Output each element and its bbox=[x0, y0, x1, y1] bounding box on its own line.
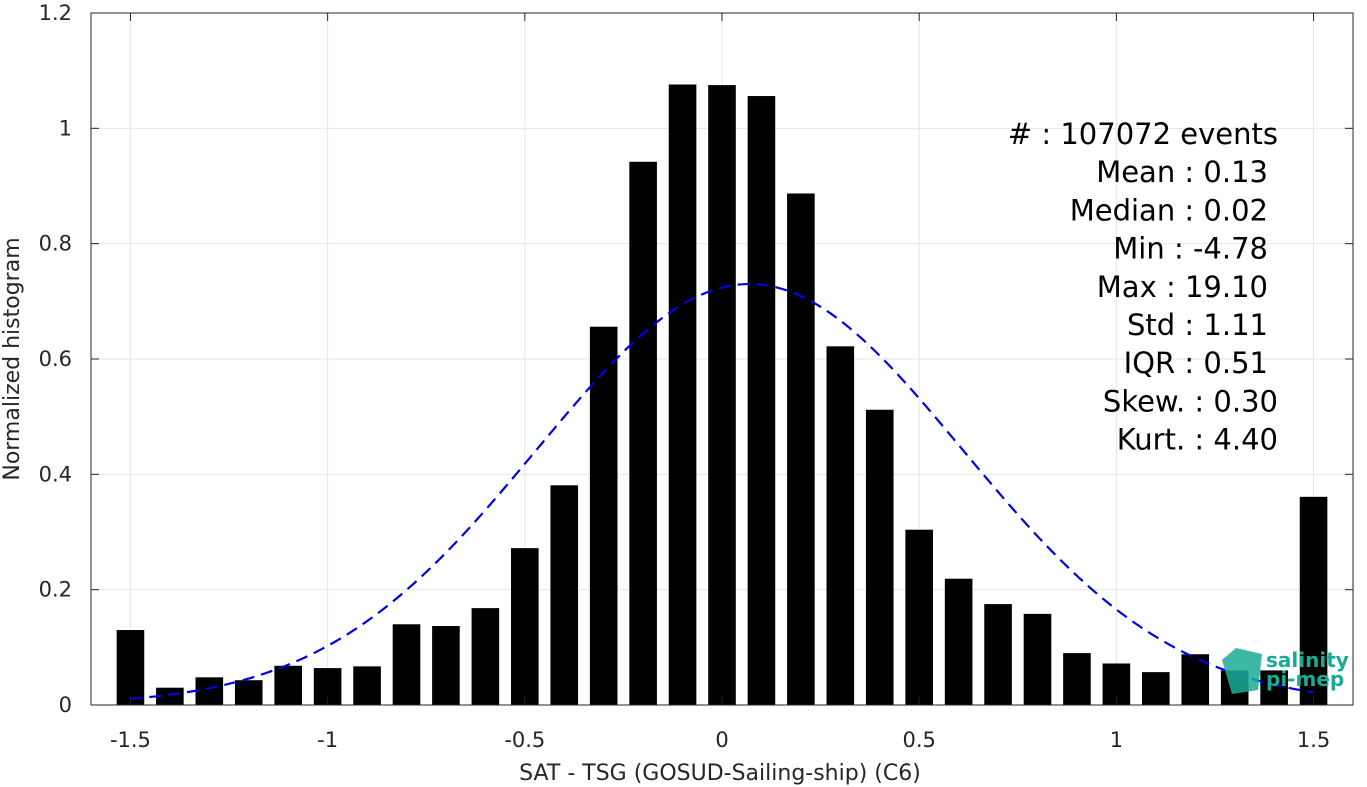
stat-line-4: Max : 19.10 bbox=[1097, 270, 1268, 304]
bar-2 bbox=[195, 677, 224, 705]
bar-21 bbox=[944, 578, 973, 705]
bar-20 bbox=[905, 529, 933, 705]
stat-value: 0.51 bbox=[1203, 346, 1268, 380]
salinity-pimep-logo: salinity pi-mep bbox=[1222, 648, 1349, 694]
stat-label: Mean bbox=[1096, 155, 1184, 189]
y-tick-label-3: 0.6 bbox=[39, 347, 72, 371]
stat-label: Max bbox=[1097, 270, 1166, 304]
x-tick-label-1: -1 bbox=[317, 728, 338, 752]
stat-value: -4.78 bbox=[1193, 232, 1268, 266]
stat-line-6: IQR : 0.51 bbox=[1124, 346, 1268, 380]
y-tick-label-0: 0 bbox=[59, 693, 72, 717]
bar-1 bbox=[156, 687, 184, 705]
bar-9 bbox=[471, 608, 500, 705]
bar-7 bbox=[392, 624, 421, 705]
bar-18 bbox=[826, 346, 855, 705]
bar-4 bbox=[274, 665, 302, 705]
stat-label: Min bbox=[1113, 232, 1174, 266]
y-tick-label-1: 0.2 bbox=[39, 578, 72, 602]
bar-15 bbox=[708, 85, 736, 706]
stat-label: Kurt. bbox=[1117, 423, 1195, 457]
stat-line-5: Std : 1.11 bbox=[1127, 308, 1268, 342]
stat-value: 0.02 bbox=[1203, 193, 1268, 227]
stat-separator: : bbox=[1166, 270, 1185, 304]
bar-22 bbox=[984, 604, 1012, 705]
x-axis-label: SAT - TSG (GOSUD-Sailing-ship) (C6) bbox=[519, 761, 921, 786]
stat-label: Skew. bbox=[1103, 384, 1195, 418]
bar-30 bbox=[1299, 496, 1328, 705]
logo-mark bbox=[1222, 648, 1262, 694]
x-tick-labels: -1.5 -1 -0.5 0 0.5 1 1.5 bbox=[110, 728, 1330, 752]
stat-label: # bbox=[1008, 117, 1042, 151]
stat-line-1: Mean : 0.13 bbox=[1096, 155, 1268, 189]
bar-10 bbox=[511, 548, 539, 705]
logo-line-1: salinity bbox=[1266, 648, 1349, 672]
stat-separator: : bbox=[1174, 232, 1193, 266]
stat-value: 1.11 bbox=[1203, 308, 1268, 342]
bar-0 bbox=[116, 630, 145, 705]
bar-16 bbox=[747, 96, 776, 706]
bar-26 bbox=[1142, 672, 1170, 705]
stat-value: 19.10 bbox=[1185, 270, 1268, 304]
bar-3 bbox=[234, 680, 263, 705]
y-axis-label: Normalized histogram bbox=[0, 237, 25, 480]
stat-separator: : bbox=[1194, 423, 1213, 457]
stat-value: 0.30 bbox=[1213, 384, 1278, 418]
y-tick-labels: 0 0.2 0.4 0.6 0.8 1 1.2 bbox=[39, 1, 72, 717]
bar-11 bbox=[550, 485, 579, 705]
x-tick-label-2: -0.5 bbox=[504, 728, 545, 752]
stat-line-7: Skew. : 0.30 bbox=[1103, 384, 1278, 418]
bar-12 bbox=[589, 326, 618, 705]
stat-label: IQR bbox=[1124, 346, 1185, 380]
bar-14 bbox=[668, 84, 697, 706]
bars bbox=[116, 84, 1328, 706]
stat-value: 107072 events bbox=[1060, 117, 1278, 151]
x-tick-label-5: 1 bbox=[1110, 728, 1123, 752]
bar-23 bbox=[1023, 613, 1052, 705]
bar-29 bbox=[1260, 670, 1288, 705]
bar-17 bbox=[787, 193, 815, 705]
stat-separator: : bbox=[1184, 193, 1203, 227]
y-tick-label-6: 1.2 bbox=[39, 1, 72, 25]
axis-ticks bbox=[91, 12, 1353, 706]
stat-separator: : bbox=[1184, 155, 1203, 189]
stat-line-8: Kurt. : 4.40 bbox=[1117, 423, 1278, 457]
x-tick-label-6: 1.5 bbox=[1297, 728, 1330, 752]
stat-value: 0.13 bbox=[1203, 155, 1268, 189]
stat-label: Std bbox=[1127, 308, 1184, 342]
bar-8 bbox=[432, 625, 460, 705]
stat-separator: : bbox=[1184, 346, 1203, 380]
stat-label: Median bbox=[1070, 193, 1185, 227]
bar-6 bbox=[353, 666, 381, 705]
x-tick-label-3: 0 bbox=[715, 728, 728, 752]
normal-fit-curve bbox=[130, 282, 1314, 700]
x-tick-label-4: 0.5 bbox=[902, 728, 935, 752]
bar-24 bbox=[1063, 653, 1091, 705]
stat-separator: : bbox=[1041, 117, 1060, 151]
stat-line-0: # : 107072 events bbox=[1008, 117, 1278, 151]
statistics-annotation: # : 107072 events Mean : 0.13 Median : 0.0… bbox=[1008, 117, 1278, 457]
x-tick-label-0: -1.5 bbox=[110, 728, 151, 752]
y-tick-label-2: 0.4 bbox=[39, 462, 72, 486]
stat-line-2: Median : 0.02 bbox=[1070, 193, 1268, 227]
stat-line-3: Min : -4.78 bbox=[1113, 232, 1268, 266]
stat-value: 4.40 bbox=[1213, 423, 1278, 457]
y-tick-label-4: 0.8 bbox=[39, 232, 72, 256]
stat-separator: : bbox=[1184, 308, 1203, 342]
stat-separator: : bbox=[1194, 384, 1213, 418]
bar-13 bbox=[629, 161, 657, 705]
logo-line-2: pi-mep bbox=[1266, 667, 1344, 691]
y-tick-label-5: 1 bbox=[59, 116, 72, 140]
bar-19 bbox=[865, 409, 894, 705]
